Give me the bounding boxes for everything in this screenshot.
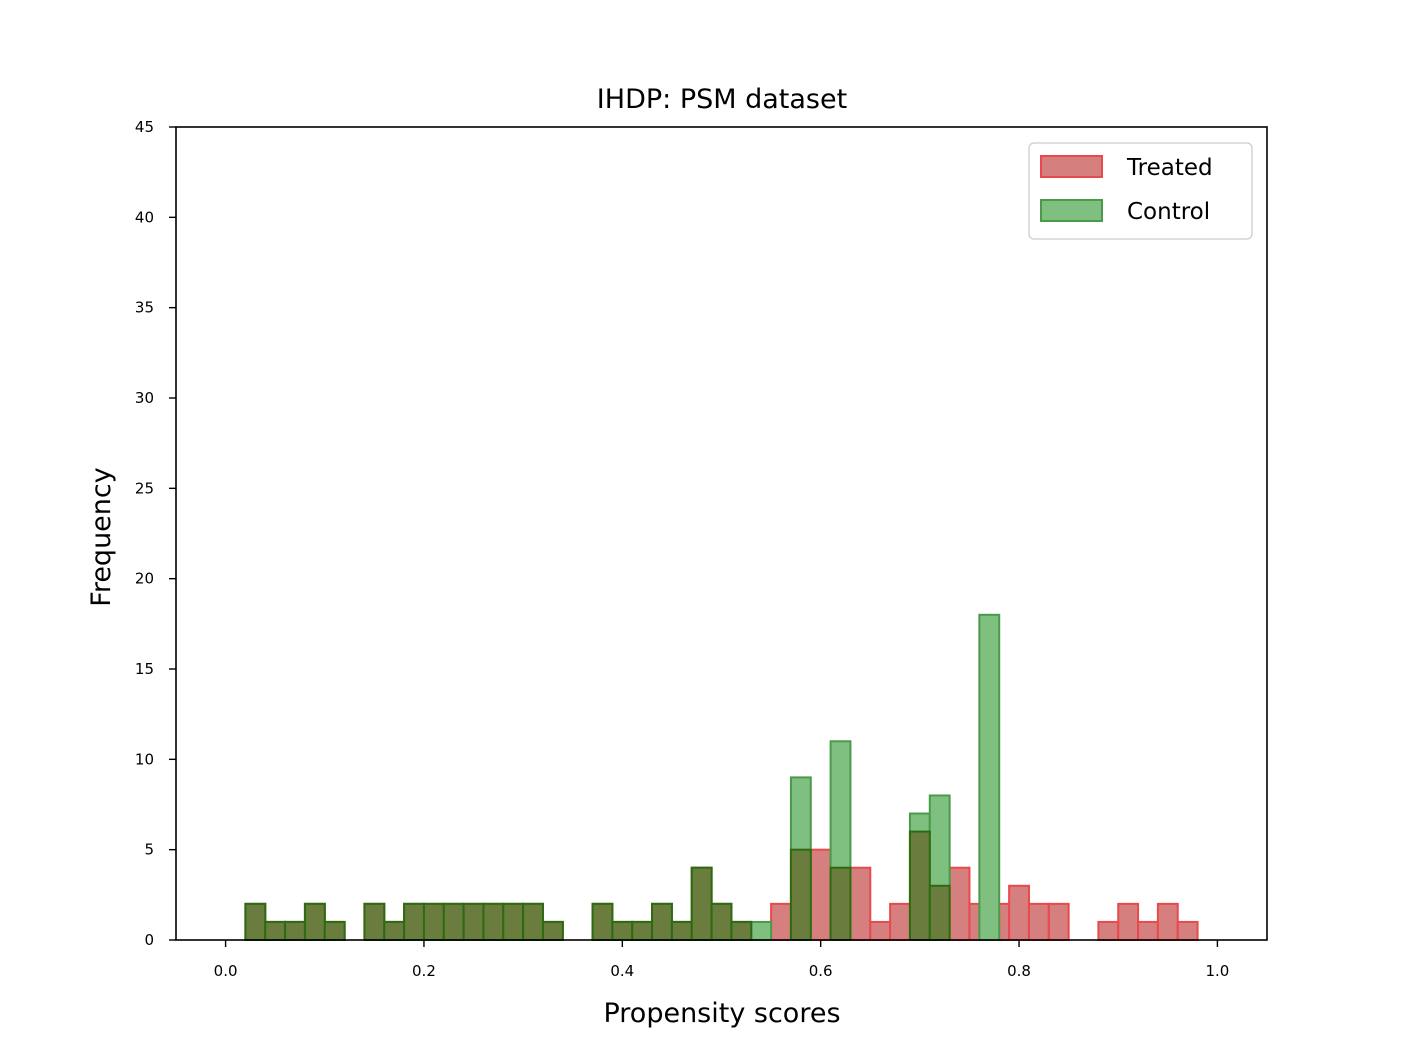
bar-overlap	[462, 902, 485, 941]
y-axis-label: Frequency	[86, 467, 117, 607]
y-tick-label: 25	[135, 479, 154, 497]
bar-treated	[809, 848, 832, 941]
legend-label-treated: Treated	[1126, 155, 1213, 181]
y-tick-label: 20	[135, 570, 154, 588]
bar-treated	[1156, 902, 1179, 941]
bar-overlap	[264, 920, 287, 941]
bar-treated	[869, 920, 892, 941]
legend-swatch-treated	[1040, 155, 1103, 178]
bar-overlap	[829, 866, 852, 941]
bar-overlap	[442, 902, 465, 941]
x-tick-label: 0.0	[214, 962, 238, 980]
bar-overlap	[244, 902, 267, 941]
bar-treated	[1137, 920, 1159, 941]
y-tick-label: 10	[135, 750, 154, 768]
y-tick-label: 40	[135, 208, 154, 226]
bar-overlap	[591, 902, 614, 941]
bar-overlap	[383, 920, 406, 941]
chart-title: IHDP: PSM dataset	[597, 84, 847, 115]
bar-treated	[1008, 884, 1030, 941]
bar-overlap	[284, 920, 306, 941]
bar-overlap	[422, 902, 445, 941]
bar-overlap	[363, 902, 386, 941]
bar-overlap	[502, 902, 525, 941]
y-tick-label: 35	[135, 299, 154, 317]
y-tick-label: 5	[144, 841, 154, 859]
bar-treated	[849, 866, 872, 941]
y-tick-label: 0	[144, 931, 154, 949]
bar-overlap	[710, 902, 733, 941]
bar-overlap	[928, 884, 951, 941]
bar-overlap	[303, 902, 326, 941]
bar-overlap	[730, 920, 753, 941]
y-axis: 0 5 10 15 20 25 30 35 40 45	[135, 118, 176, 949]
bar-overlap	[670, 920, 693, 941]
legend: Treated Control	[1028, 142, 1253, 240]
y-tick-label: 30	[135, 389, 154, 407]
y-tick-label: 15	[135, 660, 154, 678]
x-axis: 0.0 0.2 0.4 0.6 0.8 1.0	[214, 940, 1229, 980]
bar-treated	[889, 902, 911, 941]
bar-overlap	[403, 902, 425, 941]
bar-overlap	[651, 902, 673, 941]
x-tick-label: 0.8	[1007, 962, 1031, 980]
bar-overlap	[690, 866, 713, 941]
bar-treated	[948, 866, 971, 941]
bar-control	[750, 920, 773, 941]
bar-treated	[1027, 902, 1050, 941]
y-tick-label: 45	[135, 118, 154, 136]
bar-control	[978, 613, 1001, 941]
bar-overlap	[541, 920, 564, 941]
bar-overlap	[611, 920, 634, 941]
bar-overlap	[631, 920, 654, 941]
bar-overlap	[908, 830, 931, 941]
bar-treated	[1176, 920, 1199, 941]
bar-treated	[1117, 902, 1140, 941]
bar-overlap	[789, 848, 812, 941]
x-tick-label: 1.0	[1205, 962, 1229, 980]
x-tick-label: 0.6	[809, 962, 833, 980]
bar-treated	[770, 902, 792, 941]
bar-overlap	[522, 902, 544, 941]
x-tick-label: 0.4	[610, 962, 634, 980]
plot-frame	[175, 126, 1268, 941]
x-tick-label: 0.2	[412, 962, 436, 980]
legend-label-control: Control	[1127, 199, 1210, 225]
bar-overlap	[482, 902, 505, 941]
bar-treated	[1047, 902, 1070, 941]
legend-swatch-control	[1040, 199, 1103, 222]
x-axis-label: Propensity scores	[603, 998, 840, 1029]
bar-treated	[1097, 920, 1120, 941]
bar-overlap	[323, 920, 346, 941]
